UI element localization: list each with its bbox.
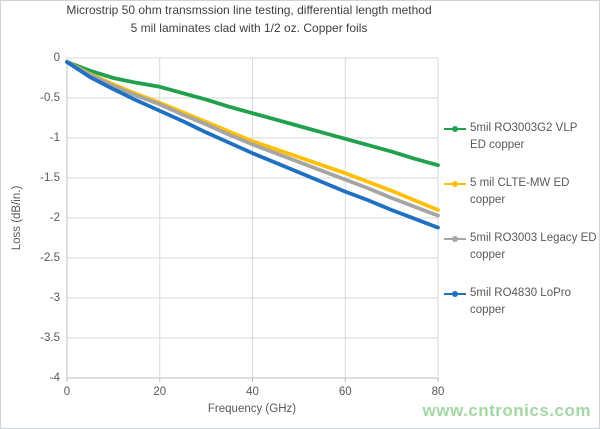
y-tick-label: -1.5 [40,172,60,184]
y-tick-label: -2 [49,212,60,224]
x-tick-label: 60 [338,386,352,398]
legend-item: 5mil RO3003G2 VLP ED copper [444,120,599,154]
y-tick-label: 0 [53,52,60,64]
legend-series-marker-icon [444,175,466,192]
legend-item: 5mil RO4830 LoPro copper [444,285,599,319]
y-tick-label: -2.5 [40,252,60,264]
legend-item-label: 5mil RO3003 Legacy ED copper [470,232,597,261]
legend-series-marker-icon [444,285,466,302]
x-tick-label: 40 [246,386,259,398]
chart-legend: 5mil RO3003G2 VLP ED copper 5 mil CLTE-MW … [444,120,599,340]
series-line-5mil-ro3003g2-vlp-ed-copper [65,60,440,168]
x-tick-label: 80 [431,386,445,398]
y-tick-label: -4 [49,372,60,384]
x-tick-label: 0 [63,386,71,398]
legend-series-marker-icon [444,230,466,247]
legend-item-label: 5mil RO4830 LoPro copper [470,287,571,316]
y-tick-label: -3.5 [40,332,60,344]
y-axis-title: Loss (dB/in.) [11,185,23,251]
y-tick-label: -0.5 [40,92,60,104]
legend-series-marker-icon [444,120,466,137]
series-line-5mil-ro4830-lopro-copper [65,60,440,230]
watermark-text: www.cntronics.com [422,401,591,420]
y-tick-label: -1 [49,132,60,144]
legend-item-label: 5 mil CLTE-MW ED copper [470,177,570,206]
legend-item: 5 mil CLTE-MW ED copper [444,175,599,209]
legend-item-label: 5mil RO3003G2 VLP ED copper [470,122,578,151]
series-line-5mil-ro3003-legacy-ed-copper [65,60,440,218]
legend-item: 5mil RO3003 Legacy ED copper [444,230,599,264]
chart-title-line1: Microstrip 50 ohm transmssion line testi… [66,3,432,17]
chart-title-line2: 5 mil laminates clad with 1/2 oz. Copper… [130,21,368,35]
chart-title: Microstrip 50 ohm transmssion line testi… [1,1,497,37]
y-tick-label: -3 [49,292,60,304]
x-tick-label: 20 [153,386,167,398]
x-axis-title: Frequency (GHz) [207,403,297,415]
